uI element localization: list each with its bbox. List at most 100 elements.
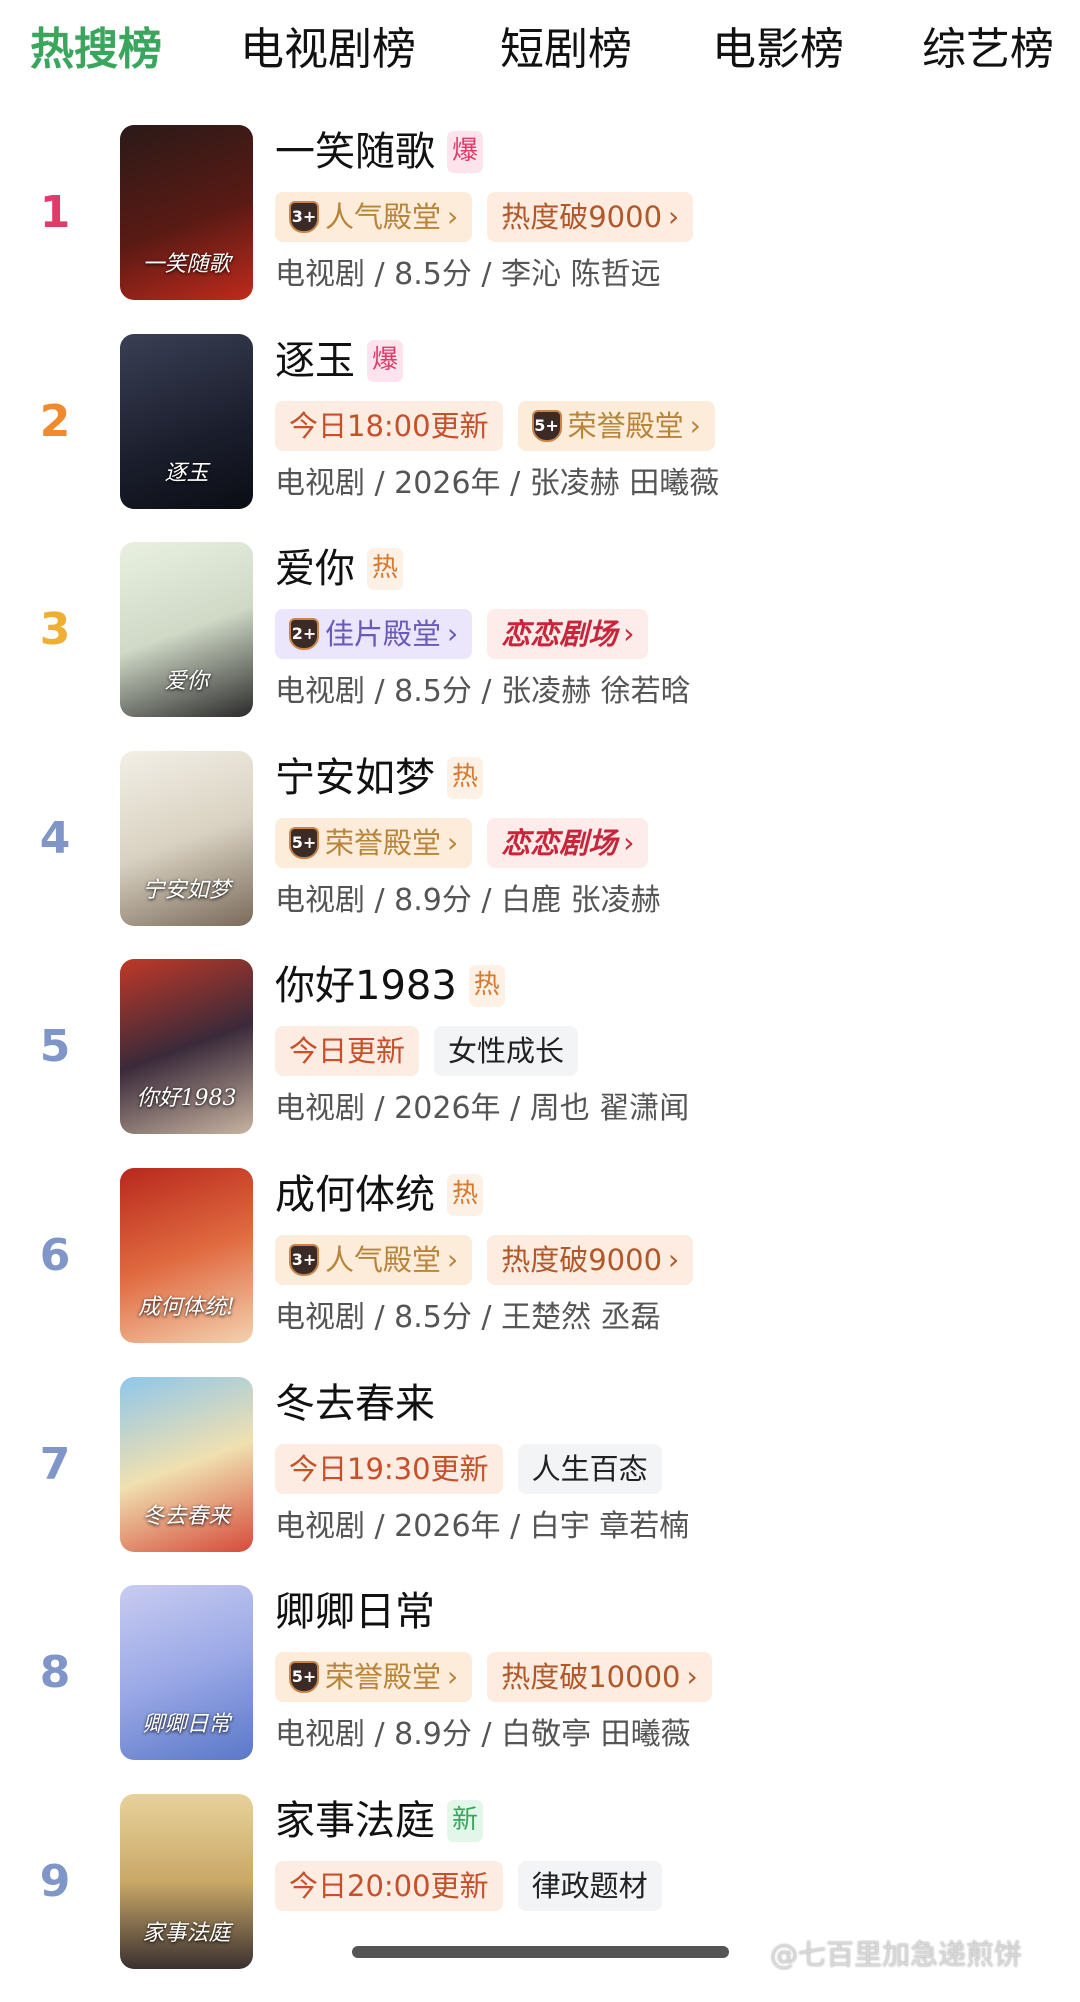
chevron-right-icon: › <box>668 200 680 233</box>
poster-title-art: 成何体统! <box>138 1295 235 1320</box>
badge-update[interactable]: 今日更新 <box>275 1026 420 1077</box>
show-meta: 电视剧 / 8.9分 / 白鹿 张凌赫 <box>275 882 661 918</box>
rank-number: 1 <box>39 187 71 238</box>
show-title[interactable]: 你好1983 <box>275 963 457 1010</box>
poster-image[interactable]: 成何体统! <box>120 1168 253 1343</box>
badge-update[interactable]: 今日20:00更新 <box>275 1860 503 1911</box>
hall-level-shield-icon: 5+ <box>289 1661 319 1694</box>
poster-title-art: 家事法庭 <box>142 1920 231 1946</box>
tab-variety[interactable]: 综艺榜 <box>922 24 1054 75</box>
poster-title-art: 冬去春来 <box>142 1503 231 1529</box>
badge-love[interactable]: 恋恋剧场 › <box>487 609 649 660</box>
poster-image[interactable]: 一笑随歌 <box>120 125 253 300</box>
badge-label: 人气殿堂 <box>325 200 442 234</box>
badge-label: 热度破9000 <box>501 1243 663 1277</box>
chevron-right-icon: › <box>623 617 635 651</box>
trend-flag: 热 <box>447 1174 484 1216</box>
show-title[interactable]: 逐玉 <box>275 337 355 384</box>
poster-image[interactable]: 逐玉 <box>120 333 253 509</box>
chevron-right-icon: › <box>447 617 459 651</box>
badge-genre[interactable]: 女性成长 <box>434 1026 579 1077</box>
show-meta: 电视剧 / 8.5分 / 张凌赫 徐若晗 <box>275 674 691 710</box>
badge-genre[interactable]: 律政题材 <box>517 1860 662 1911</box>
tab-short-drama[interactable]: 短剧榜 <box>500 24 632 75</box>
badge-row: 5+ 荣誉殿堂 › 热度破10000 › <box>275 1652 712 1703</box>
badge-hall[interactable]: 5+ 荣誉殿堂 › <box>275 817 473 868</box>
tab-movie[interactable]: 电影榜 <box>712 24 844 75</box>
badge-label: 今日20:00更新 <box>289 1868 489 1903</box>
home-indicator[interactable] <box>352 1946 729 1958</box>
tab-tv-series[interactable]: 电视剧榜 <box>240 24 416 75</box>
hall-level-shield-icon: 5+ <box>531 409 562 442</box>
title-row: 卿卿日常 <box>275 1587 435 1637</box>
poster-image[interactable]: 宁安如梦 <box>120 750 253 926</box>
badge-label: 人生百态 <box>531 1451 648 1486</box>
badge-hall[interactable]: 3+ 人气殿堂 › <box>275 192 473 242</box>
poster-image[interactable]: 你好1983 <box>120 959 253 1135</box>
trend-flag: 热 <box>468 965 505 1008</box>
show-title[interactable]: 家事法庭 <box>275 1797 435 1844</box>
badge-row: 2+ 佳片殿堂 › 恋恋剧场 › <box>275 609 649 660</box>
watermark: @七百里加急递煎饼 <box>770 1938 1023 1971</box>
title-row: 成何体统 热 <box>275 1170 484 1220</box>
list-item[interactable]: 2 逐玉 逐玉 爆 今日18:00更新 5+ 荣誉殿堂 › 电视剧 / 2026年 /… <box>0 333 1080 542</box>
badge-row: 今日18:00更新 5+ 荣誉殿堂 › <box>275 400 715 451</box>
show-title[interactable]: 卿卿日常 <box>275 1589 435 1636</box>
poster-image[interactable]: 卿卿日常 <box>120 1585 253 1761</box>
chevron-right-icon: › <box>686 1660 698 1694</box>
show-title[interactable]: 一笑随歌 <box>275 129 435 175</box>
hall-level-shield-icon: 3+ <box>289 1244 319 1276</box>
trend-flag: 爆 <box>447 131 484 173</box>
title-row: 爱你 热 <box>275 544 404 594</box>
poster-image[interactable]: 爱你 <box>120 542 253 718</box>
badge-heat[interactable]: 热度破10000 › <box>487 1652 712 1703</box>
list-item[interactable]: 8 卿卿日常 卿卿日常 5+ 荣誉殿堂 › 热度破10000 › 电视剧 / 8.9分 … <box>0 1585 1080 1793</box>
list-item[interactable]: 4 宁安如梦 宁安如梦 热 5+ 荣誉殿堂 › 恋恋剧场 › 电视剧 / 8.9分 / … <box>0 750 1080 959</box>
badge-love[interactable]: 恋恋剧场 › <box>487 817 649 868</box>
badge-update[interactable]: 今日19:30更新 <box>275 1443 503 1494</box>
trend-flag: 热 <box>367 548 404 591</box>
chevron-right-icon: › <box>447 825 459 859</box>
badge-hall[interactable]: 3+ 人气殿堂 › <box>275 1235 473 1285</box>
badge-label: 人气殿堂 <box>325 1243 442 1277</box>
rank-number: 7 <box>39 1438 71 1490</box>
show-meta: 电视剧 / 2026年 / 张凌赫 田曦薇 <box>275 465 720 501</box>
show-title[interactable]: 冬去春来 <box>275 1380 435 1427</box>
list-item[interactable]: 6 成何体统! 成何体统 热 3+ 人气殿堂 › 热度破9000 › 电视剧 / 8.5… <box>0 1168 1080 1376</box>
poster-title-art: 卿卿日常 <box>142 1712 231 1738</box>
chevron-right-icon: › <box>689 408 701 442</box>
list-item[interactable]: 1 一笑随歌 一笑随歌 爆 3+ 人气殿堂 › 热度破9000 › 电视剧 / 8.5分… <box>0 125 1080 333</box>
badge-label: 女性成长 <box>448 1034 565 1069</box>
list-item[interactable]: 5 你好1983 你好1983 热 今日更新 女性成长 电视剧 / 2026年 /… <box>0 959 1080 1167</box>
badge-label: 热度破10000 <box>501 1660 681 1695</box>
poster-image[interactable]: 冬去春来 <box>120 1376 253 1552</box>
rank-number: 3 <box>39 604 71 656</box>
badge-update[interactable]: 今日18:00更新 <box>275 400 503 451</box>
chevron-right-icon: › <box>447 200 459 233</box>
chevron-right-icon: › <box>447 1660 459 1694</box>
badge-hall[interactable]: 5+ 荣誉殿堂 › <box>517 400 715 451</box>
badge-hall-purple[interactable]: 2+ 佳片殿堂 › <box>275 609 473 660</box>
tab-hot-search[interactable]: 热搜榜 <box>30 24 162 75</box>
poster-title-art: 宁安如梦 <box>142 877 231 903</box>
poster-image[interactable]: 家事法庭 <box>120 1793 253 1969</box>
badge-heat[interactable]: 热度破9000 › <box>487 192 694 242</box>
badge-row: 今日更新 女性成长 <box>275 1026 579 1077</box>
show-meta: 电视剧 / 2026年 / 白宇 章若楠 <box>275 1508 690 1544</box>
badge-genre[interactable]: 人生百态 <box>517 1443 662 1494</box>
show-meta: 电视剧 / 8.9分 / 白敬亭 田曦薇 <box>275 1717 691 1753</box>
list-item[interactable]: 7 冬去春来 冬去春来 今日19:30更新 人生百态 电视剧 / 2026年 / … <box>0 1376 1080 1585</box>
show-title[interactable]: 爱你 <box>275 546 355 593</box>
badge-label: 今日18:00更新 <box>289 408 489 443</box>
rank-number: 2 <box>39 395 71 447</box>
rank-number: 6 <box>39 1230 71 1281</box>
poster-title-art: 你好1983 <box>136 1086 237 1112</box>
show-title[interactable]: 成何体统 <box>275 1172 435 1218</box>
badge-heat[interactable]: 热度破9000 › <box>487 1235 694 1285</box>
trend-flag: 热 <box>447 756 484 799</box>
list-item[interactable]: 3 爱你 爱你 热 2+ 佳片殿堂 › 恋恋剧场 › 电视剧 / 8.5分 / 张凌赫 … <box>0 542 1080 750</box>
show-title[interactable]: 宁安如梦 <box>275 754 435 801</box>
list-item[interactable]: 9 家事法庭 家事法庭 新 今日20:00更新 律政题材 <box>0 1793 1080 2002</box>
badge-hall[interactable]: 5+ 荣誉殿堂 › <box>275 1652 473 1703</box>
badge-label: 荣誉殿堂 <box>325 825 442 860</box>
